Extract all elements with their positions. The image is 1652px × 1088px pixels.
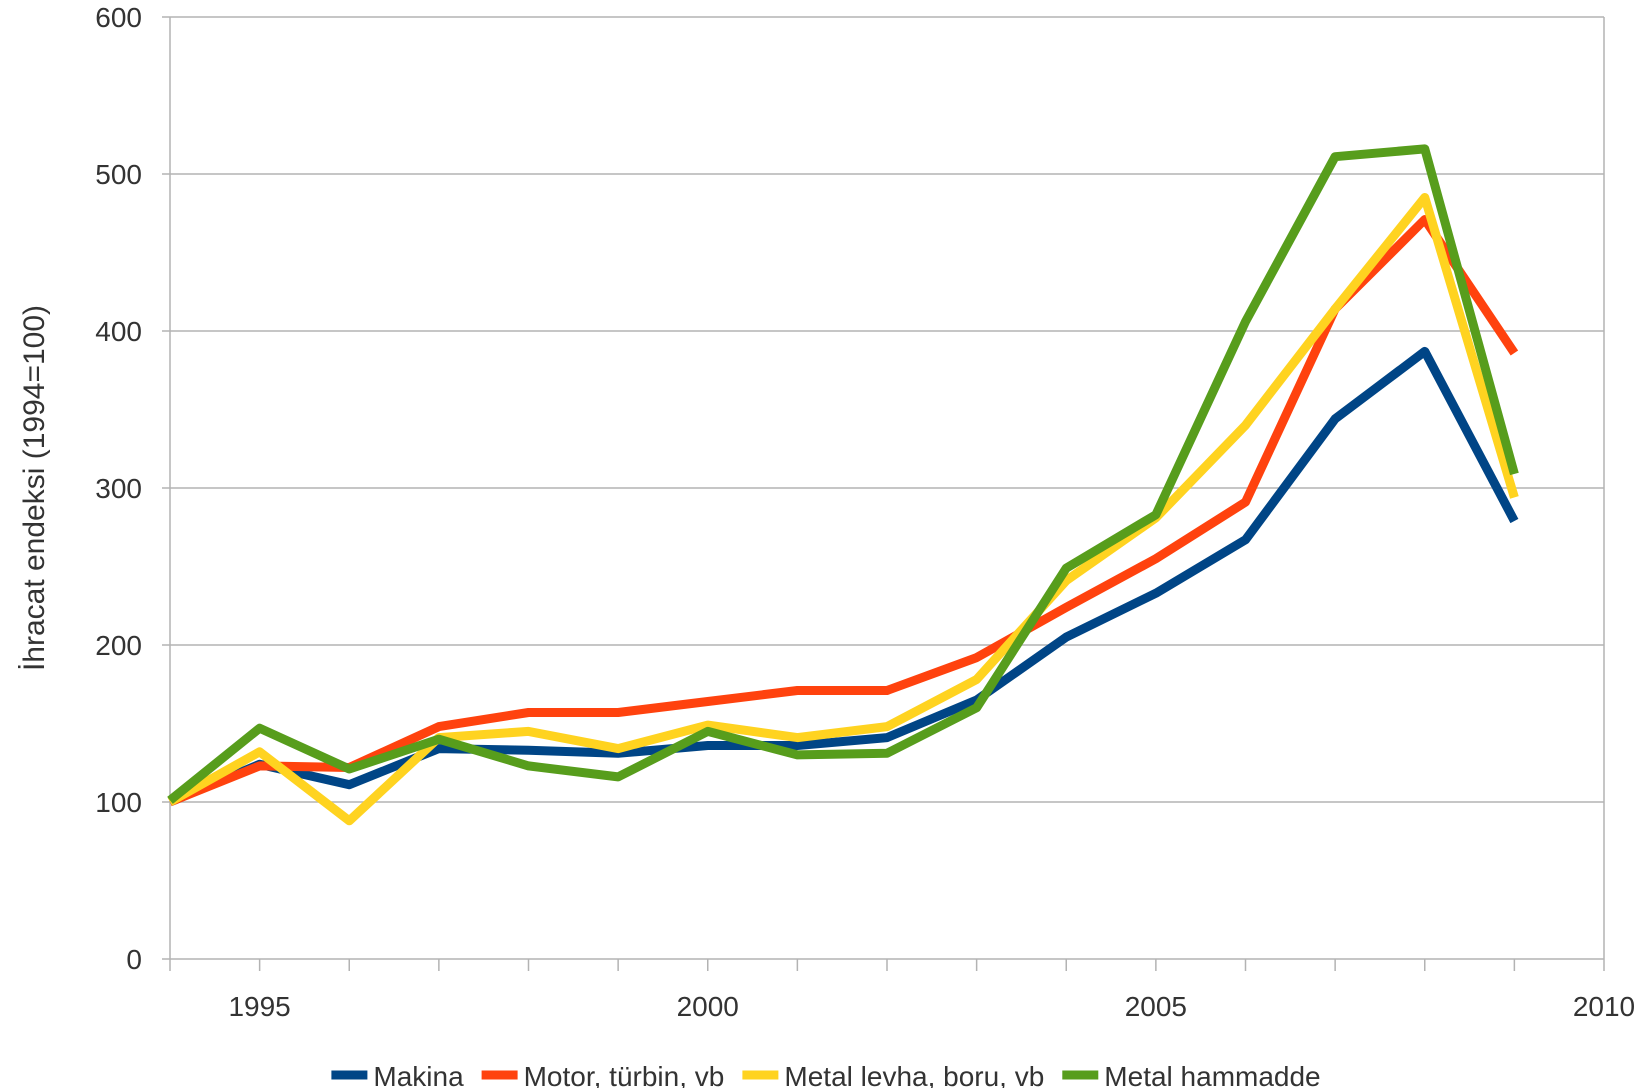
y-axis-title: İhracat endeksi (1994=100) (18, 305, 51, 671)
series-line-3 (167, 193, 1519, 826)
x-tick-label: 2000 (677, 991, 739, 1022)
legend-item: Metal hammadde (1062, 1061, 1321, 1088)
legend: Makina Motor, türbin, vb Metal levha, boru… (331, 1061, 1321, 1088)
legend-item: Makina (331, 1061, 464, 1088)
y-tick-label: 100 (95, 787, 142, 818)
y-tick-label: 600 (95, 2, 142, 33)
series-line-4 (167, 144, 1519, 804)
series-line-2 (168, 215, 1519, 807)
y-tick-label: 200 (95, 630, 142, 661)
y-tick-label: 300 (95, 473, 142, 504)
y-tick-labels: 0 100 200 300 400 500 600 (95, 2, 142, 975)
y-tick-label: 0 (126, 944, 142, 975)
y-tick-label: 500 (95, 159, 142, 190)
y-tick-label: 400 (95, 316, 142, 347)
grid-lines (170, 16, 1605, 959)
series-lines (167, 144, 1519, 826)
legend-item: Metal levha, boru, vb (742, 1061, 1044, 1088)
tick-marks (162, 16, 1605, 971)
legend-label: Makina (373, 1061, 464, 1088)
x-tick-labels: 1995 2000 2005 2010 (228, 991, 1635, 1022)
series-line-1 (168, 346, 1519, 807)
legend-label: Metal levha, boru, vb (784, 1061, 1044, 1088)
legend-label: Metal hammadde (1104, 1061, 1320, 1088)
x-tick-label: 2005 (1125, 991, 1187, 1022)
x-tick-label: 2010 (1573, 991, 1635, 1022)
legend-label: Motor, türbin, vb (524, 1061, 725, 1088)
x-tick-label: 1995 (228, 991, 290, 1022)
legend-item: Motor, türbin, vb (481, 1061, 725, 1088)
